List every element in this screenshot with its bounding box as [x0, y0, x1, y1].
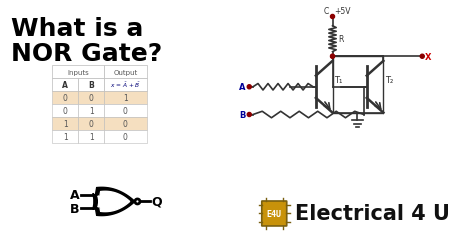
Bar: [104, 66, 146, 79]
Text: A: A: [70, 188, 80, 201]
Text: Q: Q: [152, 195, 162, 208]
Text: 1: 1: [63, 133, 68, 142]
Text: 0: 0: [89, 94, 93, 103]
Text: 0: 0: [63, 94, 68, 103]
Text: 1: 1: [89, 133, 93, 142]
Circle shape: [247, 85, 251, 89]
Text: 1: 1: [89, 107, 93, 116]
Bar: [78, 92, 104, 105]
Bar: [333, 57, 383, 113]
Bar: [52, 105, 78, 118]
Text: 1: 1: [63, 120, 68, 129]
Text: B: B: [70, 202, 80, 215]
Text: B: B: [239, 111, 246, 119]
Bar: [104, 131, 146, 144]
Text: T₂: T₂: [385, 76, 393, 84]
Text: Electrical 4 U: Electrical 4 U: [295, 204, 449, 224]
Circle shape: [420, 55, 424, 59]
Text: T₁: T₁: [334, 76, 343, 84]
Text: E4U: E4U: [267, 209, 282, 218]
Bar: [104, 105, 146, 118]
Bar: [52, 118, 78, 131]
FancyBboxPatch shape: [262, 201, 287, 226]
Polygon shape: [98, 192, 130, 212]
Bar: [78, 131, 104, 144]
Text: A: A: [62, 81, 68, 90]
Text: 1: 1: [123, 94, 128, 103]
Text: 0: 0: [63, 107, 68, 116]
Bar: [104, 92, 146, 105]
Circle shape: [247, 113, 251, 117]
Bar: [52, 79, 78, 92]
Text: 0: 0: [123, 133, 128, 142]
Bar: [78, 118, 104, 131]
Text: R: R: [338, 35, 344, 44]
Circle shape: [330, 55, 335, 59]
Text: x = $\bar{A}$ + $\bar{B}$: x = $\bar{A}$ + $\bar{B}$: [110, 81, 141, 90]
Bar: [78, 105, 104, 118]
Text: B: B: [88, 81, 94, 90]
Circle shape: [331, 55, 334, 59]
Bar: [52, 66, 104, 79]
Text: C: C: [324, 7, 329, 16]
Text: 0: 0: [123, 120, 128, 129]
Text: A: A: [239, 83, 246, 92]
Bar: [52, 92, 78, 105]
Text: 0: 0: [89, 120, 93, 129]
Text: Output: Output: [113, 70, 137, 76]
Text: +5V: +5V: [334, 7, 351, 16]
Bar: [52, 131, 78, 144]
Text: 0: 0: [123, 107, 128, 116]
Text: NOR Gate?: NOR Gate?: [10, 41, 162, 65]
Bar: [78, 79, 104, 92]
Text: Inputs: Inputs: [67, 70, 89, 76]
Text: X: X: [425, 52, 431, 61]
Circle shape: [135, 199, 140, 204]
Bar: [104, 79, 146, 92]
Bar: [104, 118, 146, 131]
Text: What is a: What is a: [10, 17, 143, 41]
Circle shape: [330, 15, 335, 19]
Polygon shape: [93, 187, 135, 216]
